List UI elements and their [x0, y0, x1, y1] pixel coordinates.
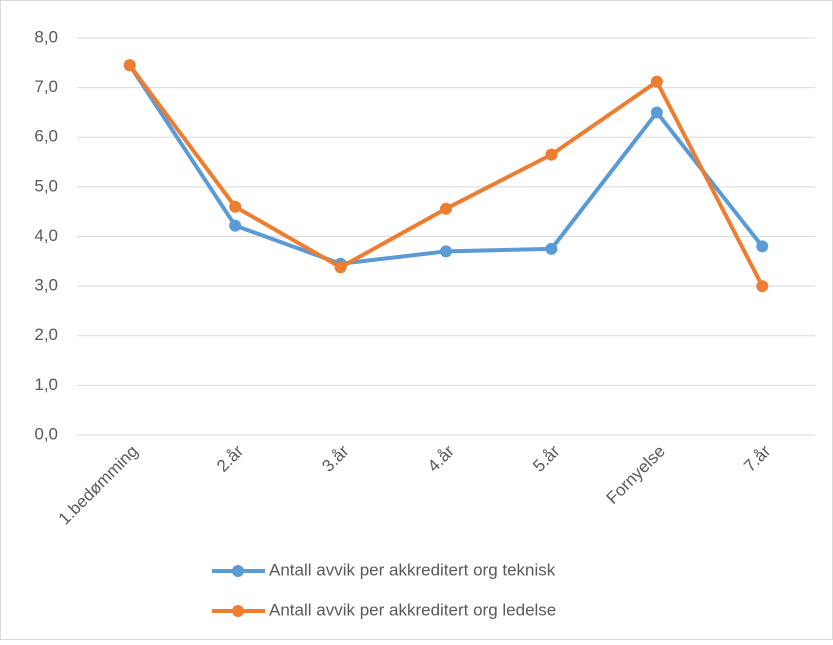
data-point [440, 245, 452, 258]
y-tick-label: 3,0 [34, 276, 58, 295]
y-tick-label: 8,0 [34, 27, 58, 46]
y-tick-label: 7,0 [34, 77, 58, 96]
data-point [123, 59, 136, 72]
y-tick-label: 2,0 [34, 325, 58, 344]
y-tick-label: 4,0 [34, 226, 58, 245]
data-point [334, 261, 347, 274]
legend-marker [232, 565, 244, 577]
y-tick-label: 5,0 [34, 176, 58, 195]
data-point [545, 148, 558, 161]
y-tick-label: 1,0 [34, 375, 58, 394]
y-tick-label: 6,0 [34, 127, 58, 146]
legend-label: Antall avvik per akkreditert org teknisk [269, 560, 556, 579]
data-point [650, 106, 663, 119]
data-point [229, 200, 242, 213]
data-point [650, 75, 663, 88]
data-point [756, 280, 769, 293]
data-point [229, 219, 242, 232]
y-tick-label: 0,0 [34, 424, 58, 443]
legend-marker [232, 605, 244, 617]
legend-label: Antall avvik per akkreditert org ledelse [269, 600, 556, 619]
data-point [440, 202, 452, 215]
data-point [756, 240, 769, 253]
data-point [545, 242, 558, 255]
